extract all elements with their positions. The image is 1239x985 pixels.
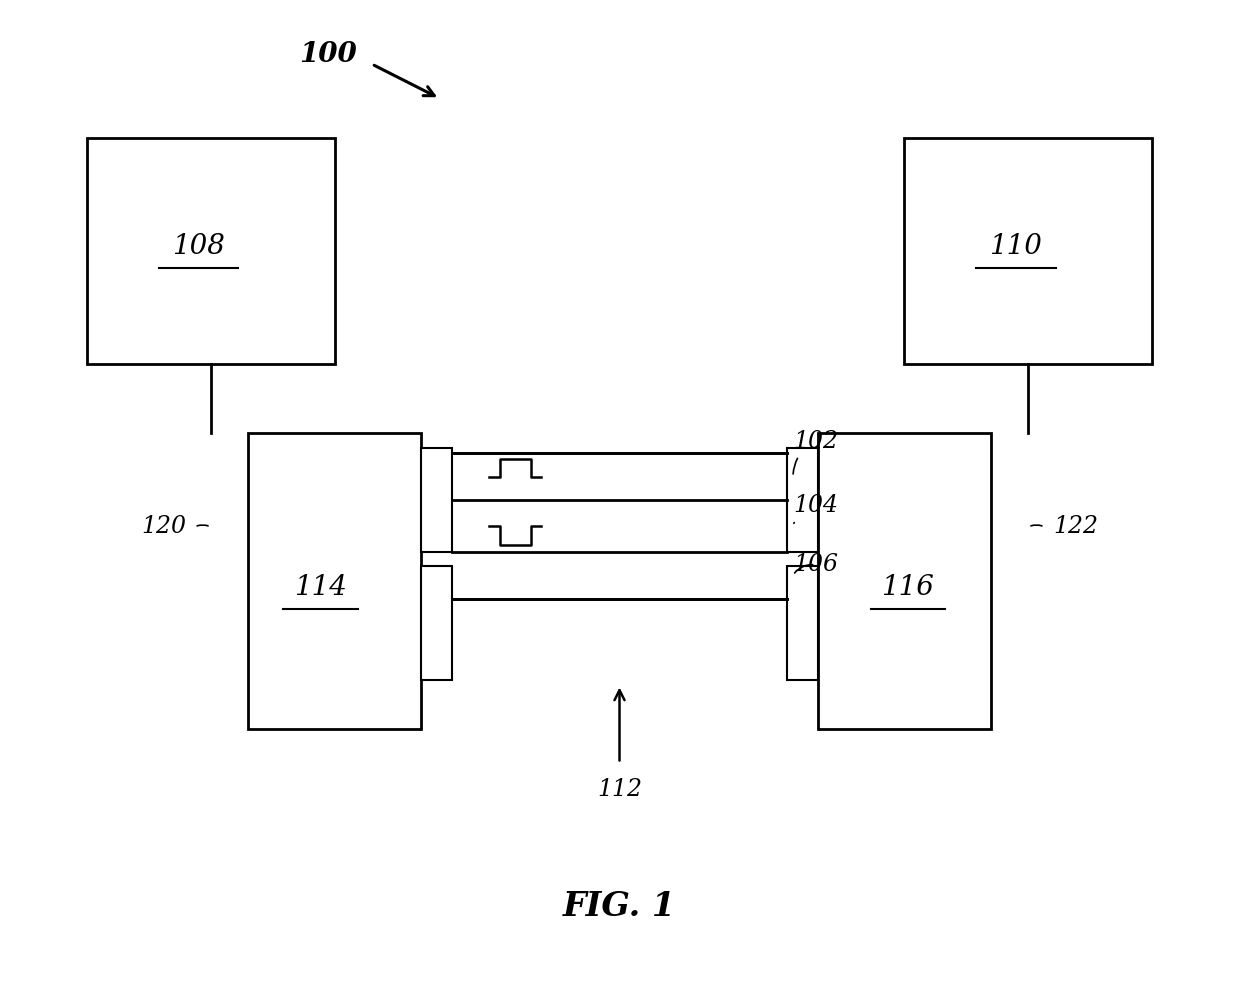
Text: 108: 108 bbox=[172, 233, 224, 260]
Bar bbox=[787, 448, 818, 552]
Text: FIG. 1: FIG. 1 bbox=[563, 889, 676, 923]
Bar bbox=[787, 566, 818, 680]
Bar bbox=[87, 138, 335, 364]
Text: 114: 114 bbox=[294, 573, 347, 601]
Bar bbox=[421, 566, 452, 680]
Text: 106: 106 bbox=[793, 554, 838, 576]
Text: 104: 104 bbox=[793, 494, 838, 523]
Text: 102: 102 bbox=[793, 430, 838, 474]
Bar bbox=[818, 433, 991, 729]
Text: 116: 116 bbox=[881, 573, 934, 601]
Text: 110: 110 bbox=[990, 233, 1042, 260]
Text: 100: 100 bbox=[300, 40, 357, 68]
Text: 112: 112 bbox=[597, 778, 642, 801]
Text: 120: 120 bbox=[141, 515, 186, 539]
Bar bbox=[904, 138, 1152, 364]
Text: 122: 122 bbox=[1053, 515, 1098, 539]
Bar bbox=[421, 448, 452, 552]
Bar bbox=[248, 433, 421, 729]
